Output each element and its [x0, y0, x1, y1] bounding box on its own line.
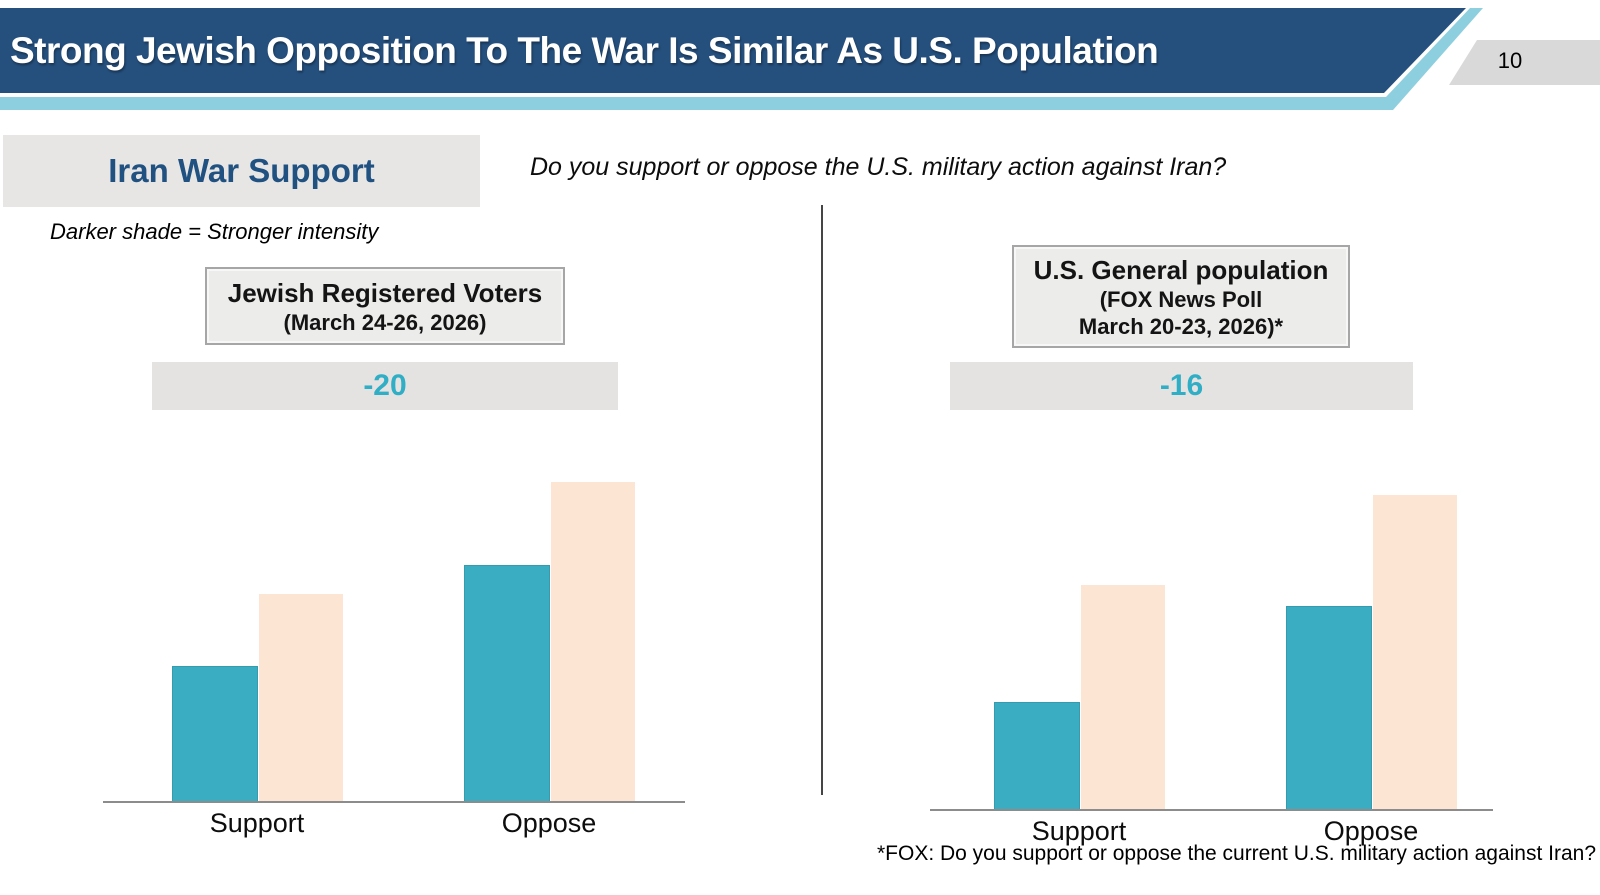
shade-legend-note: Darker shade = Stronger intensity [50, 219, 379, 244]
bar-group-oppose [1286, 495, 1457, 809]
net-score-band-general: -16 [950, 362, 1413, 410]
header-band [0, 8, 1466, 93]
slide-title: Strong Jewish Opposition To The War Is S… [10, 29, 1159, 71]
bar-general-oppose-strong [1286, 606, 1372, 809]
bar-jewish-oppose-total [551, 482, 635, 801]
page-number: 10 [1497, 48, 1523, 73]
panel-subtitle: (March 24-26, 2026) [283, 309, 487, 335]
net-score-value: -20 [363, 369, 407, 402]
panel-title-box-general: U.S. General population (FOX News Poll M… [1012, 245, 1350, 348]
panel-title-box-jewish: Jewish Registered Voters (March 24-26, 2… [205, 267, 565, 345]
x-axis-jewish [103, 801, 685, 803]
panel-title: U.S. General population [1033, 254, 1329, 285]
bar-chart-general: Support Oppose [930, 410, 1493, 846]
panel-title: Jewish Registered Voters [227, 277, 543, 308]
page-number-tab [1449, 40, 1600, 85]
panel-divider [821, 205, 823, 795]
category-label-support: Support [1031, 816, 1127, 846]
section-label: Iran War Support [108, 152, 375, 189]
net-score-band-jewish: -20 [152, 362, 618, 410]
bar-jewish-oppose-strong [464, 565, 550, 801]
bar-jewish-support-strong [172, 666, 258, 801]
x-axis-general [930, 809, 1493, 811]
bar-group-support [994, 585, 1165, 809]
category-label-oppose: Oppose [1323, 816, 1419, 846]
bar-general-support-total [1081, 585, 1165, 809]
category-label-oppose: Oppose [501, 808, 597, 838]
category-label-support: Support [209, 808, 305, 838]
section-box: Iran War Support [3, 135, 480, 207]
survey-question: Do you support or oppose the U.S. milita… [530, 153, 1227, 181]
net-score-value: -16 [1159, 369, 1204, 402]
fox-footnote: *FOX: Do you support or oppose the curre… [876, 842, 1596, 865]
bar-group-oppose [464, 482, 635, 801]
panel-subtitle2: March 20-23, 2026)* [1078, 313, 1284, 339]
bar-group-support [172, 594, 343, 801]
bar-chart-jewish: Support Oppose [103, 410, 685, 838]
bar-general-support-strong [994, 702, 1080, 809]
bar-general-oppose-total [1373, 495, 1457, 809]
bar-jewish-support-total [259, 594, 343, 801]
panel-subtitle: (FOX News Poll [1099, 286, 1263, 312]
